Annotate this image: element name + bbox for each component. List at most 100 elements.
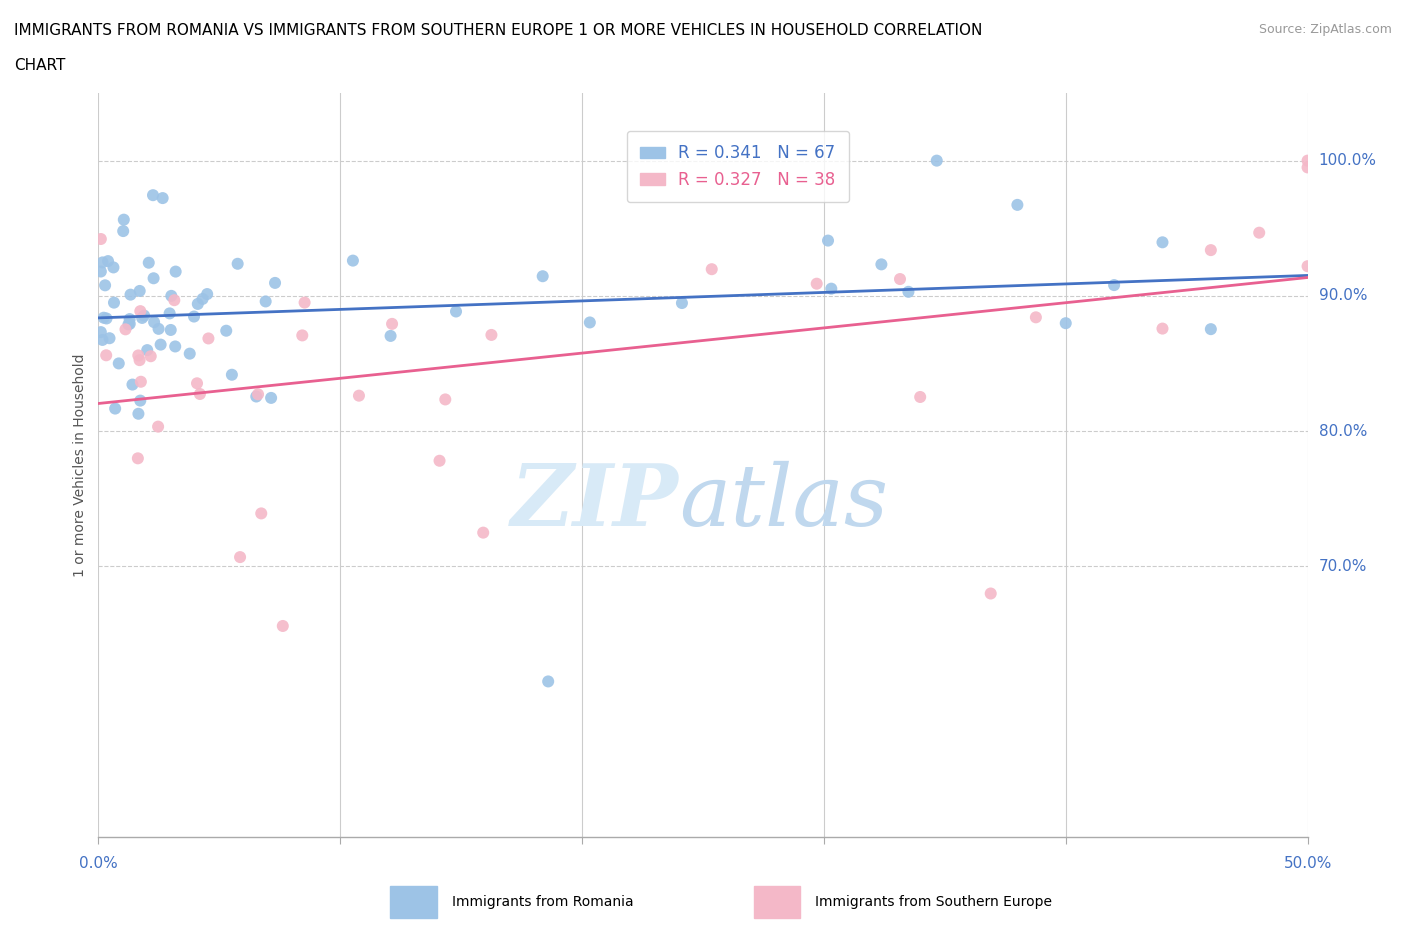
Point [187,297,209,312]
Point [226,257,249,272]
Point [291,328,314,343]
Point [160,288,183,303]
Point [138,255,160,270]
Point [380,328,402,343]
Point [1007,197,1029,212]
Text: IMMIGRANTS FROM ROMANIA VS IMMIGRANTS FROM SOUTHERN EUROPE 1 OR MORE VEHICLES IN: IMMIGRANTS FROM ROMANIA VS IMMIGRANTS FR… [14,23,983,38]
Point [700,261,723,276]
Point [90,232,112,246]
Point [191,291,214,306]
Text: atlas: atlas [679,461,889,543]
Point [579,315,602,330]
Point [91,255,114,270]
Point [429,453,451,468]
Point [229,550,252,565]
Point [91,333,114,348]
Point [143,314,166,329]
Point [1152,235,1174,250]
Point [820,281,842,296]
Point [128,284,150,299]
Point [97,254,120,269]
Text: 80.0%: 80.0% [1319,424,1367,439]
Point [134,308,156,323]
FancyBboxPatch shape [754,885,800,919]
Point [186,376,208,391]
Text: 0.0%: 0.0% [79,856,118,870]
Point [925,153,948,168]
Point [1296,259,1319,273]
Text: 70.0%: 70.0% [1319,559,1367,574]
Point [671,296,693,311]
Point [114,322,136,337]
Text: Source: ZipAtlas.com: Source: ZipAtlas.com [1258,23,1392,36]
Point [245,389,267,404]
Point [96,348,118,363]
Point [120,287,142,302]
Point [93,311,115,325]
Point [889,272,911,286]
Point [136,342,159,357]
Point [1199,322,1222,337]
Point [381,316,404,331]
Point [129,374,152,389]
Point [254,294,277,309]
Point [897,285,920,299]
Point [195,286,218,301]
Point [127,348,149,363]
Point [131,311,153,325]
Point [118,316,141,331]
Text: 90.0%: 90.0% [1319,288,1367,303]
Point [165,264,187,279]
Point [118,312,141,326]
Point [183,309,205,324]
Point [197,331,219,346]
Point [271,618,294,633]
Point [531,269,554,284]
Point [250,506,273,521]
Text: 100.0%: 100.0% [1319,153,1376,168]
Point [146,419,169,434]
Point [159,323,181,338]
Point [817,233,839,248]
Point [1199,243,1222,258]
Point [103,260,125,275]
Point [129,393,152,408]
Point [1296,153,1319,168]
Point [127,406,149,421]
Point [112,223,135,238]
Point [481,327,503,342]
Point [294,295,316,310]
Point [165,339,187,354]
Point [152,191,174,206]
Point [117,317,139,332]
Point [1296,160,1319,175]
Point [94,278,117,293]
Point [342,253,364,268]
Point [472,525,495,540]
Point [139,349,162,364]
Point [347,388,370,403]
Point [215,324,238,339]
Point [260,391,283,405]
Text: Immigrants from Southern Europe: Immigrants from Southern Europe [815,895,1053,910]
Point [142,188,165,203]
Text: ZIP: ZIP [510,460,679,544]
Point [142,271,165,286]
Point [444,304,467,319]
Text: 50.0%: 50.0% [1284,856,1331,870]
Point [159,306,181,321]
FancyBboxPatch shape [391,885,436,919]
Point [148,322,170,337]
Point [221,367,243,382]
Point [112,212,135,227]
Point [434,392,457,406]
Point [96,311,118,325]
Point [1102,278,1125,293]
Point [1054,316,1077,331]
Point [870,257,893,272]
Point [179,346,201,361]
Point [129,304,152,319]
Point [98,331,121,346]
Legend: R = 0.341   N = 67, R = 0.327   N = 38: R = 0.341 N = 67, R = 0.327 N = 38 [627,131,849,202]
Point [1025,310,1047,325]
